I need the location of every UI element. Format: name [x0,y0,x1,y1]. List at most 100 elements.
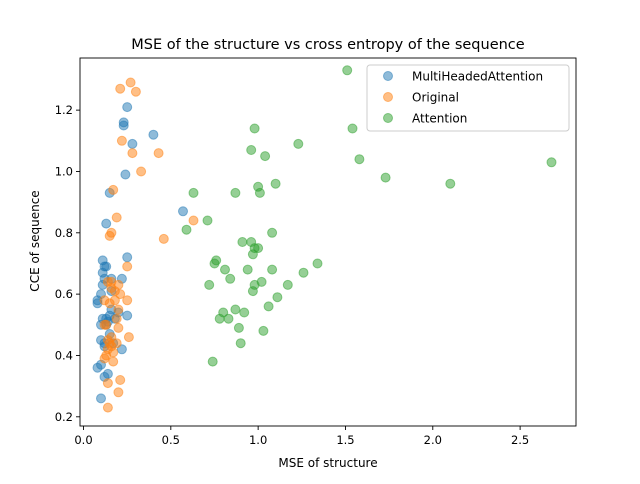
point-attention-3 [235,338,246,349]
point-attention-13 [225,273,236,284]
x-tick-label: 2.0 [424,433,442,447]
point-attention-11 [204,279,215,290]
legend-marker-multiheadedattention [383,71,393,81]
point-multiheadedattention-42 [178,206,188,217]
point-attention-9 [272,292,283,303]
point-attention-44 [380,172,391,183]
point-original-3 [113,387,124,398]
point-original-37 [136,166,147,177]
point-attention-40 [293,138,304,149]
point-original-30 [122,261,133,272]
point-original-15 [113,322,124,333]
point-original-34 [108,184,119,195]
point-original-41 [115,83,126,94]
point-attention-30 [181,224,192,235]
x-tick-label: 0.5 [162,433,180,447]
point-original-17 [101,319,112,330]
point-original-1 [102,378,113,389]
point-attention-2 [233,322,244,333]
point-original-40 [188,215,199,226]
point-original-2 [115,375,126,385]
y-tick-label: 0.8 [55,226,73,240]
point-attention-7 [239,307,250,318]
y-tick-label: 1.2 [55,103,73,117]
point-attention-33 [230,187,241,198]
legend-label-original: Original [412,91,459,105]
y-axis-label: CCE of sequence [28,190,42,291]
x-axis-label: MSE of structure [278,456,377,470]
point-original-43 [130,86,141,97]
point-original-27 [122,295,133,306]
point-original-29 [106,276,117,287]
point-attention-10 [263,301,274,312]
y-axis-ticks: 0.2 0.4 0.6 0.8 1.0 1.2 [55,103,80,424]
point-attention-1 [230,304,241,315]
point-attention-46 [546,157,557,168]
point-attention-17 [256,276,267,287]
point-attention-5 [214,313,225,324]
point-multiheadedattention-40 [122,102,133,113]
point-multiheadedattention-22 [122,310,133,321]
point-attention-38 [260,151,271,162]
point-multiheadedattention-33 [122,252,133,263]
point-original-32 [106,227,117,238]
point-original-0 [102,402,113,413]
point-attention-23 [211,255,222,266]
point-original-42 [125,77,136,88]
y-tick-label: 1.0 [55,164,73,178]
point-attention-19 [282,279,293,290]
point-attention-21 [312,258,323,269]
point-attention-39 [249,123,260,134]
chart-title: MSE of the structure vs cross entropy of… [131,37,524,53]
legend-marker-attention [383,113,393,123]
x-tick-label: 1.0 [249,433,267,447]
point-multiheadedattention-39 [118,117,129,128]
point-attention-43 [354,154,365,165]
x-tick-label: 2.5 [511,433,529,447]
point-attention-35 [254,187,265,198]
point-original-36 [127,148,138,159]
y-tick-label: 0.6 [55,287,73,301]
legend-box [366,64,570,132]
point-multiheadedattention-34 [101,218,112,229]
point-attention-42 [347,123,358,134]
point-attention-24 [237,237,248,247]
x-axis-ticks: 0.0 0.5 1.0 1.5 2.0 2.5 [74,426,529,447]
point-attention-8 [258,325,269,336]
point-original-13 [106,332,117,343]
point-attention-37 [246,145,257,155]
y-tick-label: 0.4 [55,348,73,362]
x-tick-label: 1.5 [336,433,354,447]
point-attention-6 [223,313,234,324]
y-tick-label: 0.2 [55,410,73,424]
plot-frame [79,57,577,427]
point-multiheadedattention-0 [96,393,106,404]
point-attention-0 [207,356,218,367]
point-attention-29 [267,227,278,238]
point-attention-28 [253,243,264,254]
point-multiheadedattention-29 [97,255,108,266]
point-attention-32 [188,187,199,198]
point-original-12 [106,341,117,352]
point-multiheadedattention-37 [127,138,138,149]
point-attention-12 [220,264,230,275]
point-attention-20 [298,267,309,278]
point-attention-41 [342,65,353,76]
point-multiheadedattention-4 [102,368,113,379]
point-original-8 [108,356,119,367]
point-attention-14 [242,264,253,275]
point-original-33 [111,212,122,223]
legend: MultiHeadedAttention Original Attention [366,64,570,132]
point-original-35 [116,135,127,146]
point-original-38 [153,148,164,159]
point-original-19 [113,304,124,315]
point-multiheadedattention-41 [148,129,159,140]
point-original-18 [111,313,122,324]
point-attention-31 [202,215,213,226]
point-original-14 [123,332,134,343]
data-points [92,65,557,413]
legend-label-multiheadedattention: MultiHeadedAttention [412,70,543,84]
x-tick-label: 0.0 [74,433,92,447]
